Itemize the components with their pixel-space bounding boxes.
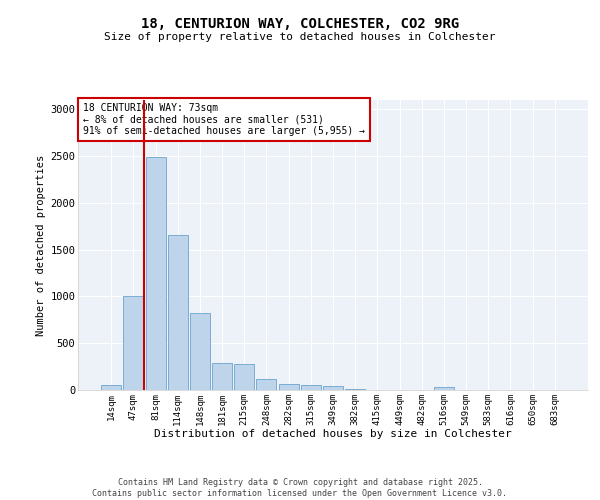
Bar <box>124 296 143 390</box>
Bar <box>212 363 232 390</box>
Bar <box>256 379 277 390</box>
Text: Contains HM Land Registry data © Crown copyright and database right 2025.
Contai: Contains HM Land Registry data © Crown c… <box>92 478 508 498</box>
Text: 18 CENTURION WAY: 73sqm
← 8% of detached houses are smaller (531)
91% of semi-de: 18 CENTURION WAY: 73sqm ← 8% of detached… <box>83 103 365 136</box>
Bar <box>301 385 321 390</box>
Bar <box>190 314 210 390</box>
Bar <box>278 384 299 390</box>
Bar <box>323 386 343 390</box>
Bar <box>345 389 365 390</box>
Y-axis label: Number of detached properties: Number of detached properties <box>36 154 46 336</box>
X-axis label: Distribution of detached houses by size in Colchester: Distribution of detached houses by size … <box>154 429 512 439</box>
Bar <box>168 234 188 390</box>
Text: 18, CENTURION WAY, COLCHESTER, CO2 9RG: 18, CENTURION WAY, COLCHESTER, CO2 9RG <box>141 18 459 32</box>
Text: Size of property relative to detached houses in Colchester: Size of property relative to detached ho… <box>104 32 496 42</box>
Bar <box>434 387 454 390</box>
Bar <box>146 157 166 390</box>
Bar <box>101 386 121 390</box>
Bar <box>234 364 254 390</box>
